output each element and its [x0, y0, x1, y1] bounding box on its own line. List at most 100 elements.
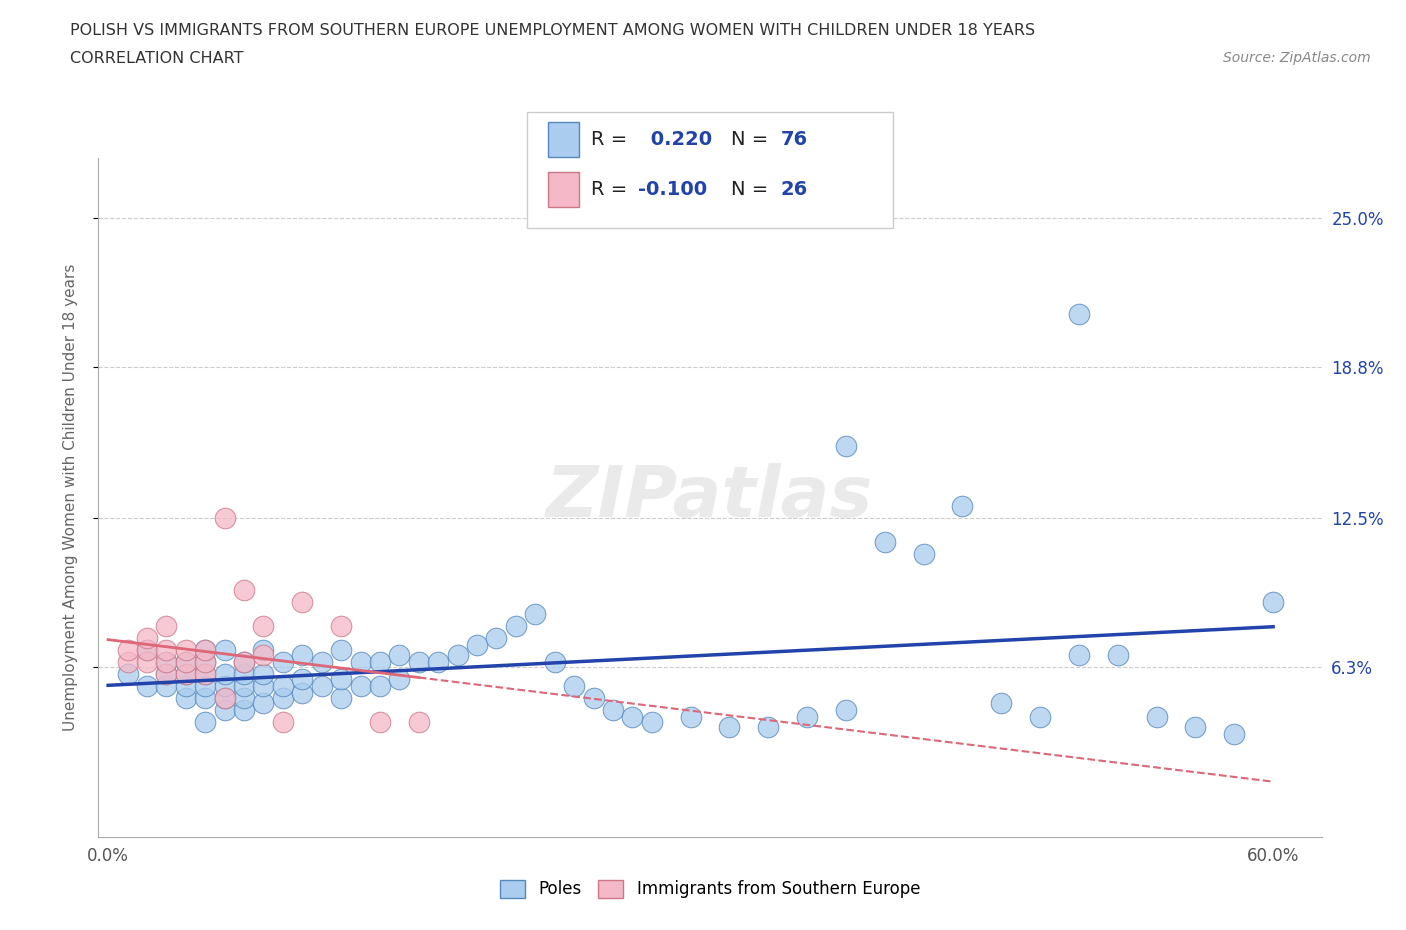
Point	[174, 655, 197, 670]
Point	[756, 719, 779, 734]
Point	[330, 690, 353, 705]
Text: 76: 76	[780, 129, 807, 149]
Point	[174, 667, 197, 682]
Text: CORRELATION CHART: CORRELATION CHART	[70, 51, 243, 66]
Point	[117, 655, 139, 670]
Point	[136, 655, 159, 670]
Point	[1184, 719, 1206, 734]
Point	[524, 606, 547, 621]
Point	[990, 696, 1012, 711]
Point	[271, 714, 294, 729]
Point	[194, 643, 217, 658]
Point	[368, 655, 391, 670]
Point	[194, 655, 217, 670]
Point	[233, 678, 256, 693]
Point	[271, 690, 294, 705]
Point	[311, 655, 333, 670]
Point	[330, 671, 353, 686]
Point	[252, 678, 274, 693]
Text: 0.220: 0.220	[644, 129, 711, 149]
Point	[368, 678, 391, 693]
Point	[1146, 710, 1168, 724]
Point	[796, 710, 818, 724]
Point	[194, 643, 217, 658]
Point	[155, 678, 177, 693]
Point	[562, 678, 585, 693]
Point	[291, 594, 314, 609]
Text: R =: R =	[591, 180, 633, 199]
Y-axis label: Unemployment Among Women with Children Under 18 years: Unemployment Among Women with Children U…	[63, 264, 77, 731]
Point	[136, 643, 159, 658]
Point	[233, 702, 256, 717]
Point	[136, 631, 159, 645]
Text: -0.100: -0.100	[638, 180, 707, 199]
Point	[252, 696, 274, 711]
Point	[505, 618, 527, 633]
Point	[155, 667, 177, 682]
Point	[214, 690, 236, 705]
Text: 26: 26	[780, 180, 807, 199]
Point	[252, 618, 274, 633]
Point	[1261, 594, 1284, 609]
Point	[641, 714, 664, 729]
Point	[136, 643, 159, 658]
Point	[155, 667, 177, 682]
Point	[174, 655, 197, 670]
Point	[214, 511, 236, 525]
Point	[233, 655, 256, 670]
Point	[194, 667, 217, 682]
Point	[1223, 726, 1246, 741]
Point	[194, 655, 217, 670]
Point	[174, 667, 197, 682]
Point	[330, 618, 353, 633]
Point	[388, 647, 411, 662]
Point	[252, 643, 274, 658]
Point	[408, 655, 430, 670]
Point	[1029, 710, 1052, 724]
Point	[233, 655, 256, 670]
Point	[330, 643, 353, 658]
Point	[1067, 647, 1090, 662]
Point	[291, 647, 314, 662]
Point	[446, 647, 468, 662]
Point	[873, 535, 896, 550]
Point	[117, 643, 139, 658]
Point	[136, 678, 159, 693]
Point	[465, 638, 488, 653]
Point	[214, 667, 236, 682]
Point	[291, 685, 314, 700]
Point	[1067, 307, 1090, 322]
Point	[194, 678, 217, 693]
Point	[155, 655, 177, 670]
Point	[174, 690, 197, 705]
Point	[252, 667, 274, 682]
Point	[349, 678, 371, 693]
Point	[835, 439, 858, 454]
Point	[427, 655, 450, 670]
Point	[214, 678, 236, 693]
Point	[718, 719, 741, 734]
Text: POLISH VS IMMIGRANTS FROM SOUTHERN EUROPE UNEMPLOYMENT AMONG WOMEN WITH CHILDREN: POLISH VS IMMIGRANTS FROM SOUTHERN EUROP…	[70, 23, 1035, 38]
Point	[233, 690, 256, 705]
Point	[368, 714, 391, 729]
Point	[155, 618, 177, 633]
Text: N =: N =	[731, 180, 775, 199]
Point	[1107, 647, 1129, 662]
Point	[117, 667, 139, 682]
Point	[214, 643, 236, 658]
Point	[214, 690, 236, 705]
Point	[349, 655, 371, 670]
Point	[155, 643, 177, 658]
Point	[214, 702, 236, 717]
Point	[952, 498, 974, 513]
Point	[194, 667, 217, 682]
Point	[194, 690, 217, 705]
Text: ZIPatlas: ZIPatlas	[547, 463, 873, 532]
Text: R =: R =	[591, 129, 633, 149]
Point	[912, 547, 935, 562]
Point	[311, 678, 333, 693]
Point	[271, 655, 294, 670]
Text: Source: ZipAtlas.com: Source: ZipAtlas.com	[1223, 51, 1371, 65]
Point	[174, 643, 197, 658]
Point	[155, 655, 177, 670]
